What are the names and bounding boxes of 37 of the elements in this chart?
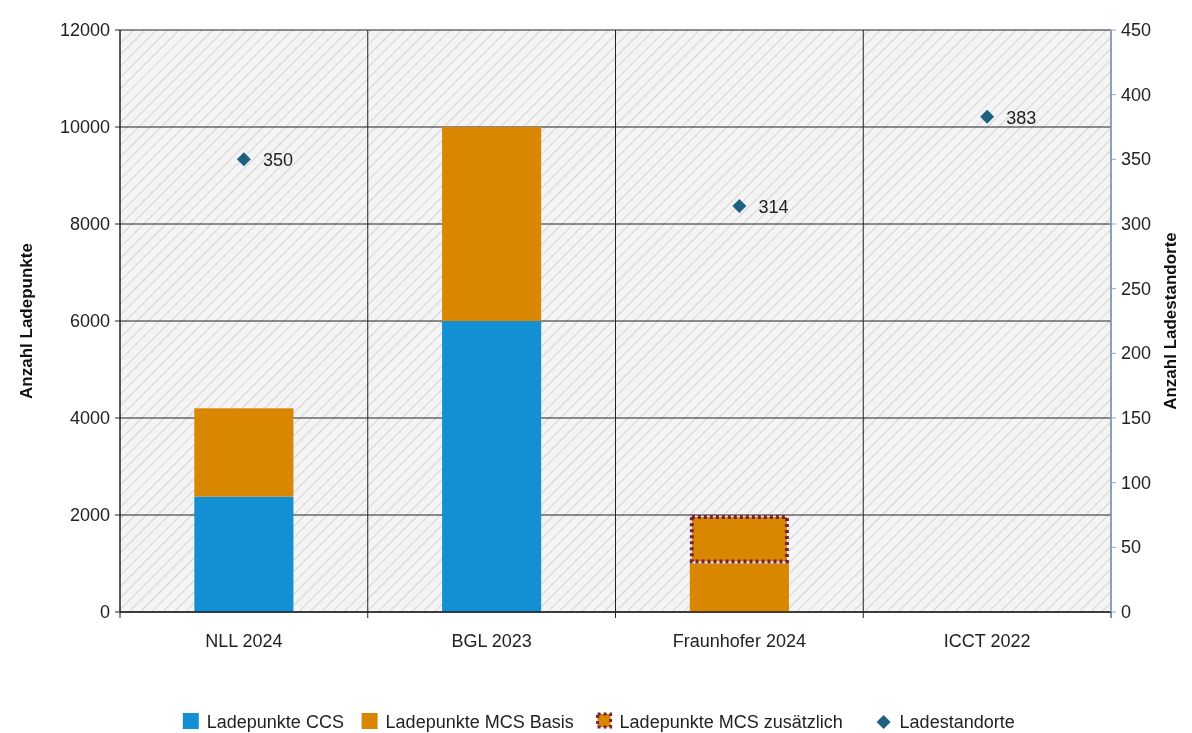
legend-label: Ladestandorte (899, 712, 1015, 732)
x-tick-label: BGL 2023 (451, 631, 532, 651)
y2-tick-label: 400 (1121, 84, 1152, 105)
y-tick-label: 4000 (69, 408, 110, 428)
x-tick-label: NLL 2024 (205, 631, 283, 651)
y-tick-label: 10000 (59, 117, 110, 137)
bar (194, 408, 294, 497)
legend-label: Ladepunkte MCS Basis (385, 712, 574, 732)
y-tick-label: 12000 (59, 20, 110, 40)
y2-tick-label: 100 (1121, 472, 1152, 493)
point (732, 198, 747, 213)
y-tick-label: 0 (99, 602, 110, 622)
bar (194, 496, 294, 612)
data-label: 314 (758, 196, 789, 217)
y2-tick-label: 350 (1121, 149, 1152, 170)
y-tick-label: 2000 (69, 505, 110, 525)
x-tick-label: Fraunhofer 2024 (672, 631, 806, 651)
data-label: 383 (1006, 107, 1037, 128)
y2-tick-label: 0 (1121, 602, 1132, 622)
y2-tick-label: 200 (1121, 343, 1152, 364)
bar (442, 321, 542, 612)
y2-tick-label: 250 (1121, 278, 1152, 299)
bar (442, 127, 542, 321)
x-tick-label: ICCT 2022 (943, 631, 1031, 651)
data-label: 350 (262, 150, 293, 171)
y2-tick-label: 450 (1121, 20, 1152, 40)
y-axis-title: Anzahl Ladepunkte (17, 243, 36, 399)
y2-axis-title: Anzahl Ladestandorte (1161, 232, 1180, 410)
y2-tick-label: 150 (1121, 408, 1152, 428)
legend-label: Ladepunkte CCS (206, 712, 344, 732)
legend-label: Ladepunkte MCS zusätzlich (619, 712, 843, 732)
point (236, 152, 251, 167)
point (980, 109, 995, 124)
y-tick-label: 8000 (69, 214, 110, 234)
y2-tick-label: 50 (1121, 537, 1142, 558)
y2-tick-label: 300 (1121, 214, 1152, 234)
y-tick-label: 6000 (69, 311, 110, 331)
